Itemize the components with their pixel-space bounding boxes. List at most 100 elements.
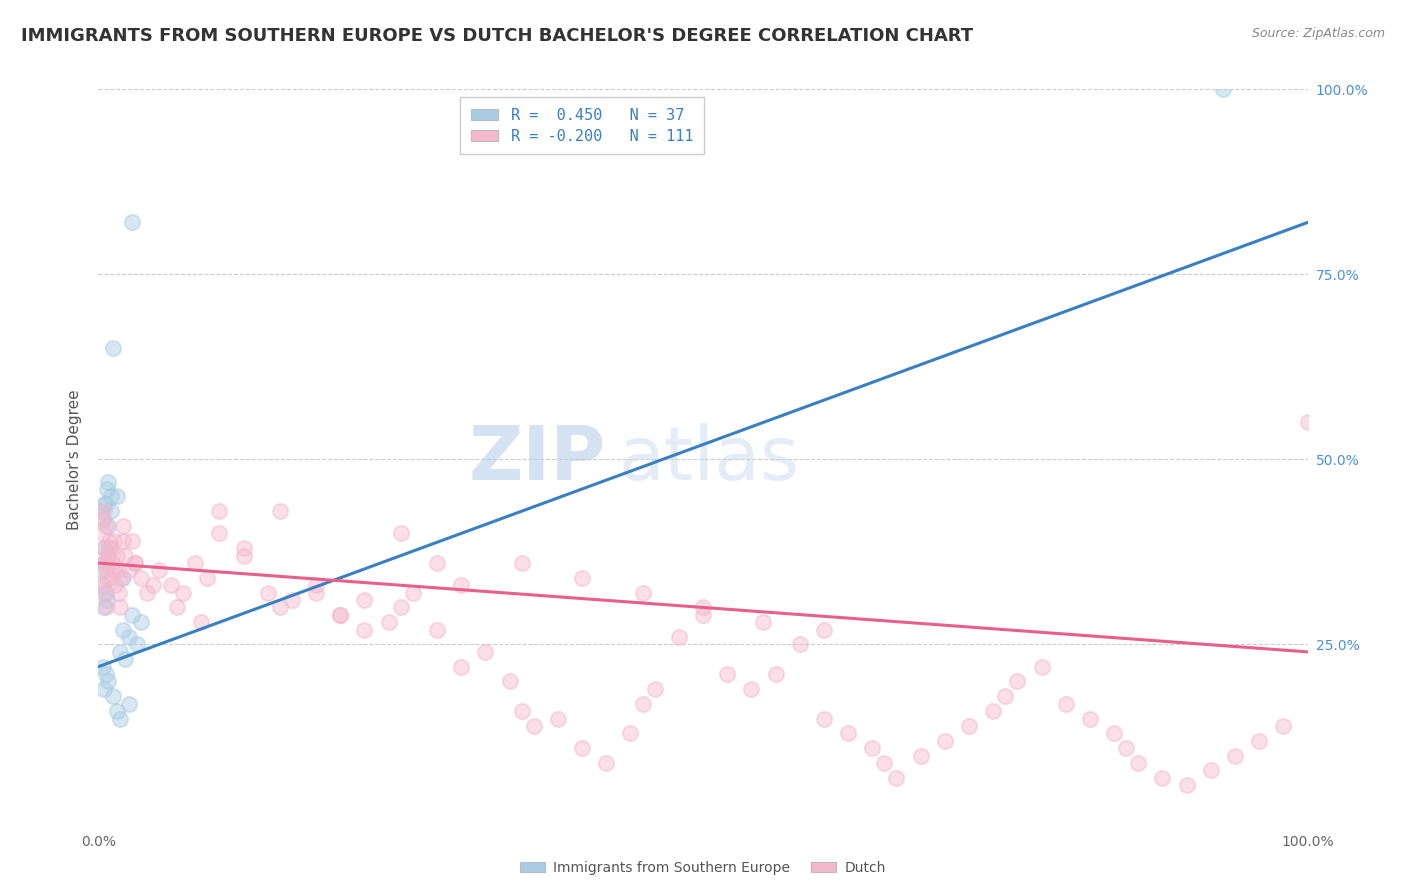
Point — [1102, 726, 1125, 740]
Point — [1272, 719, 1295, 733]
Point — [886, 771, 908, 785]
Point — [668, 630, 690, 644]
Point — [142, 578, 165, 592]
Point — [94, 564, 117, 578]
Point — [110, 571, 132, 585]
Point — [96, 549, 118, 563]
Point — [208, 526, 231, 541]
Point — [256, 585, 278, 599]
Point — [91, 511, 114, 525]
Point — [121, 533, 143, 548]
Point — [994, 690, 1017, 704]
Point — [118, 697, 141, 711]
Point — [269, 504, 291, 518]
Point — [353, 623, 375, 637]
Point — [114, 652, 136, 666]
Point — [789, 637, 811, 651]
Point — [111, 519, 134, 533]
Point — [571, 741, 593, 756]
Point — [305, 585, 328, 599]
Point — [111, 623, 134, 637]
Point — [100, 504, 122, 518]
Point — [93, 497, 115, 511]
Point — [860, 741, 883, 756]
Point — [232, 549, 254, 563]
Point — [547, 712, 569, 726]
Point — [450, 659, 472, 673]
Point — [127, 637, 149, 651]
Point — [91, 564, 114, 578]
Point — [94, 497, 117, 511]
Point — [97, 556, 120, 570]
Point — [101, 341, 124, 355]
Point — [93, 585, 115, 599]
Point — [93, 541, 115, 556]
Point — [426, 556, 449, 570]
Point — [91, 511, 114, 525]
Point — [129, 571, 152, 585]
Point — [523, 719, 546, 733]
Point — [124, 556, 146, 570]
Point — [98, 541, 121, 556]
Point — [934, 733, 956, 747]
Point — [716, 667, 738, 681]
Point — [101, 564, 124, 578]
Point — [752, 615, 775, 630]
Point — [377, 615, 399, 630]
Point — [124, 556, 146, 570]
Point — [1054, 697, 1077, 711]
Point — [101, 690, 124, 704]
Point — [105, 549, 128, 563]
Point — [269, 600, 291, 615]
Point — [160, 578, 183, 592]
Point — [631, 585, 654, 599]
Point — [114, 549, 136, 563]
Point — [105, 489, 128, 503]
Point — [94, 519, 117, 533]
Point — [619, 726, 641, 740]
Point — [166, 600, 188, 615]
Point — [1152, 771, 1174, 785]
Point — [96, 571, 118, 585]
Point — [389, 526, 412, 541]
Point — [91, 578, 114, 592]
Point — [510, 704, 533, 718]
Point — [1249, 733, 1271, 747]
Point — [93, 681, 115, 696]
Point — [93, 556, 115, 570]
Point — [305, 578, 328, 592]
Point — [1212, 82, 1234, 96]
Point — [910, 748, 932, 763]
Point — [692, 600, 714, 615]
Point — [692, 607, 714, 622]
Point — [873, 756, 896, 770]
Point — [329, 607, 352, 622]
Point — [426, 623, 449, 637]
Point — [108, 600, 131, 615]
Point — [1175, 778, 1198, 792]
Point — [190, 615, 212, 630]
Point — [740, 681, 762, 696]
Point — [93, 600, 115, 615]
Point — [474, 645, 496, 659]
Point — [108, 645, 131, 659]
Point — [148, 564, 170, 578]
Point — [957, 719, 980, 733]
Point — [93, 504, 115, 518]
Point — [595, 756, 617, 770]
Point — [104, 578, 127, 592]
Point — [389, 600, 412, 615]
Point — [103, 533, 125, 548]
Point — [450, 578, 472, 592]
Point — [98, 533, 121, 548]
Point — [100, 556, 122, 570]
Point — [111, 571, 134, 585]
Point — [1078, 712, 1101, 726]
Point — [91, 526, 114, 541]
Point — [105, 704, 128, 718]
Point — [1223, 748, 1246, 763]
Point — [94, 600, 117, 615]
Point — [91, 504, 114, 518]
Point — [107, 564, 129, 578]
Point — [129, 615, 152, 630]
